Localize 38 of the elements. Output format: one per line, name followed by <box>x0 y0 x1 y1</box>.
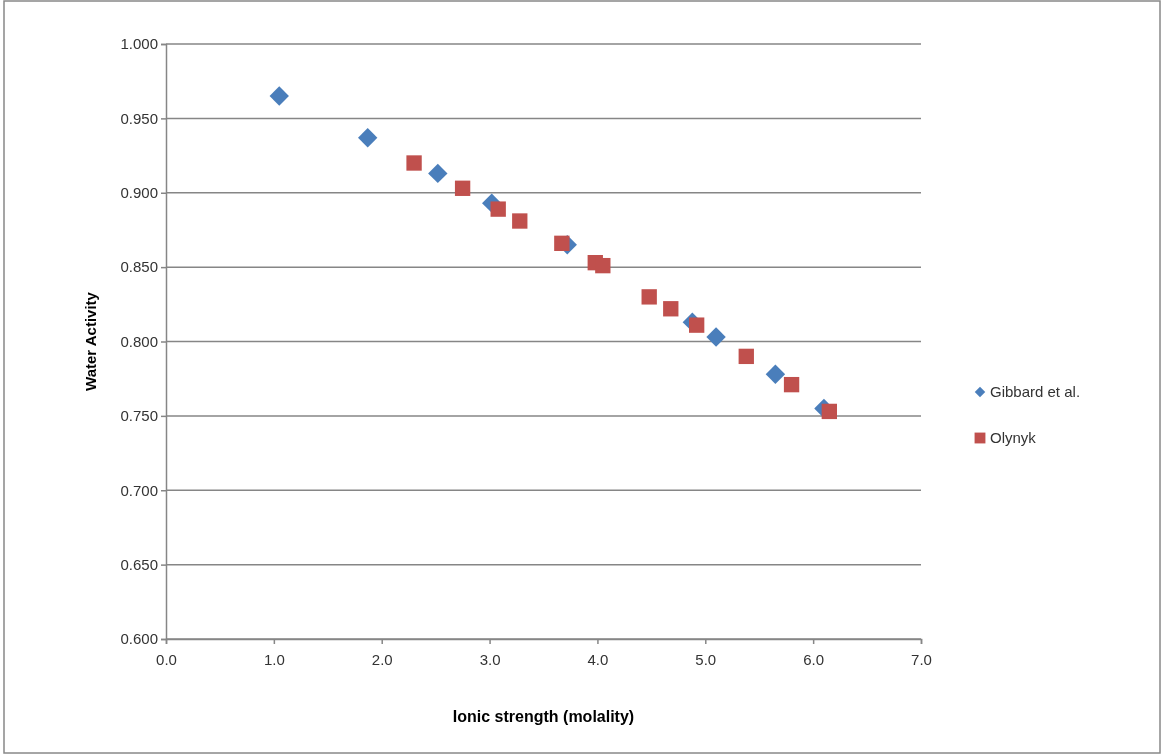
y-tick-label: 0.850 <box>120 258 158 276</box>
y-tick-label: 1.000 <box>120 35 158 53</box>
point <box>706 327 726 347</box>
x-tick-label: 2.0 <box>371 651 393 668</box>
point <box>490 201 506 217</box>
point <box>269 86 289 106</box>
point <box>663 301 679 317</box>
x-tick-label: 1.0 <box>263 651 285 668</box>
y-tick-label: 0.900 <box>120 184 158 202</box>
point <box>688 317 705 333</box>
point <box>641 289 657 305</box>
x-tick-label: 7.0 <box>911 651 932 668</box>
point <box>428 163 448 184</box>
point <box>512 213 528 229</box>
point <box>783 376 800 393</box>
x-tick-label: 4.0 <box>587 651 609 668</box>
point <box>454 180 471 196</box>
y-tick-label: 0.600 <box>120 630 158 648</box>
legend-label: Olynyk <box>990 429 1037 446</box>
y-tick-label: 0.800 <box>120 332 158 350</box>
point <box>738 348 754 365</box>
point <box>595 257 611 274</box>
x-axis-title: Ionic strength (molality) <box>452 708 635 725</box>
point <box>554 235 570 251</box>
y-tick-label: 0.700 <box>120 481 158 499</box>
y-axis-title: Water Activity <box>82 291 99 391</box>
x-tick-label: 5.0 <box>695 651 717 668</box>
x-tick-label: 3.0 <box>479 651 501 668</box>
legend-label: Gibbard et al. <box>990 383 1081 400</box>
y-tick-label: 0.750 <box>120 407 158 425</box>
point <box>357 128 378 148</box>
point <box>406 155 422 171</box>
point <box>765 364 786 384</box>
y-tick-label: 0.650 <box>120 555 158 573</box>
point <box>821 403 837 420</box>
y-tick-label: 0.950 <box>120 109 158 127</box>
x-tick-label: 0.0 <box>156 651 177 668</box>
x-tick-label: 6.0 <box>803 651 825 668</box>
